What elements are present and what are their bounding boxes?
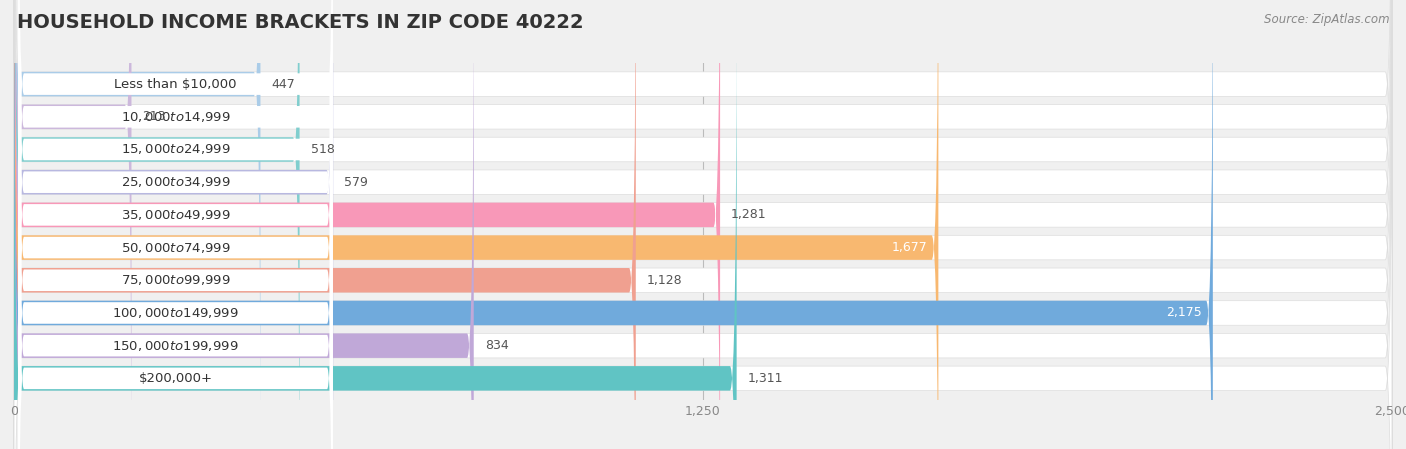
FancyBboxPatch shape bbox=[14, 0, 1392, 449]
Text: $75,000 to $99,999: $75,000 to $99,999 bbox=[121, 273, 231, 287]
Text: 1,677: 1,677 bbox=[891, 241, 928, 254]
Text: HOUSEHOLD INCOME BRACKETS IN ZIP CODE 40222: HOUSEHOLD INCOME BRACKETS IN ZIP CODE 40… bbox=[17, 13, 583, 32]
Text: $25,000 to $34,999: $25,000 to $34,999 bbox=[121, 175, 231, 189]
FancyBboxPatch shape bbox=[14, 0, 938, 449]
Text: $50,000 to $74,999: $50,000 to $74,999 bbox=[121, 241, 231, 255]
FancyBboxPatch shape bbox=[18, 62, 333, 449]
FancyBboxPatch shape bbox=[14, 0, 1392, 449]
FancyBboxPatch shape bbox=[14, 0, 260, 449]
FancyBboxPatch shape bbox=[18, 0, 333, 449]
FancyBboxPatch shape bbox=[14, 0, 1392, 449]
Text: Source: ZipAtlas.com: Source: ZipAtlas.com bbox=[1264, 13, 1389, 26]
Text: $150,000 to $199,999: $150,000 to $199,999 bbox=[112, 339, 239, 352]
FancyBboxPatch shape bbox=[18, 0, 333, 433]
FancyBboxPatch shape bbox=[14, 0, 1392, 449]
FancyBboxPatch shape bbox=[18, 0, 333, 449]
FancyBboxPatch shape bbox=[18, 30, 333, 449]
FancyBboxPatch shape bbox=[14, 0, 1392, 449]
Text: 1,128: 1,128 bbox=[647, 274, 682, 287]
Text: 1,311: 1,311 bbox=[748, 372, 783, 385]
FancyBboxPatch shape bbox=[18, 0, 333, 449]
FancyBboxPatch shape bbox=[14, 0, 720, 449]
FancyBboxPatch shape bbox=[14, 0, 333, 449]
FancyBboxPatch shape bbox=[14, 0, 299, 449]
Text: $15,000 to $24,999: $15,000 to $24,999 bbox=[121, 142, 231, 157]
FancyBboxPatch shape bbox=[14, 0, 737, 449]
Text: 1,281: 1,281 bbox=[731, 208, 766, 221]
Text: $100,000 to $149,999: $100,000 to $149,999 bbox=[112, 306, 239, 320]
Text: $10,000 to $14,999: $10,000 to $14,999 bbox=[121, 110, 231, 124]
FancyBboxPatch shape bbox=[14, 0, 474, 449]
FancyBboxPatch shape bbox=[14, 0, 636, 449]
Text: Less than $10,000: Less than $10,000 bbox=[114, 78, 236, 91]
Text: 834: 834 bbox=[485, 339, 509, 352]
Text: 579: 579 bbox=[344, 176, 368, 189]
Text: 213: 213 bbox=[142, 110, 166, 123]
Text: 447: 447 bbox=[271, 78, 295, 91]
FancyBboxPatch shape bbox=[14, 0, 1213, 449]
FancyBboxPatch shape bbox=[14, 0, 1392, 449]
Text: 518: 518 bbox=[311, 143, 335, 156]
FancyBboxPatch shape bbox=[18, 0, 333, 449]
FancyBboxPatch shape bbox=[14, 0, 1392, 449]
FancyBboxPatch shape bbox=[18, 0, 333, 449]
FancyBboxPatch shape bbox=[14, 0, 1392, 449]
Text: 2,175: 2,175 bbox=[1166, 307, 1202, 320]
FancyBboxPatch shape bbox=[18, 0, 333, 449]
FancyBboxPatch shape bbox=[14, 0, 1392, 449]
Text: $35,000 to $49,999: $35,000 to $49,999 bbox=[121, 208, 231, 222]
FancyBboxPatch shape bbox=[18, 0, 333, 400]
Text: $200,000+: $200,000+ bbox=[139, 372, 212, 385]
FancyBboxPatch shape bbox=[14, 0, 1392, 449]
FancyBboxPatch shape bbox=[14, 0, 132, 449]
